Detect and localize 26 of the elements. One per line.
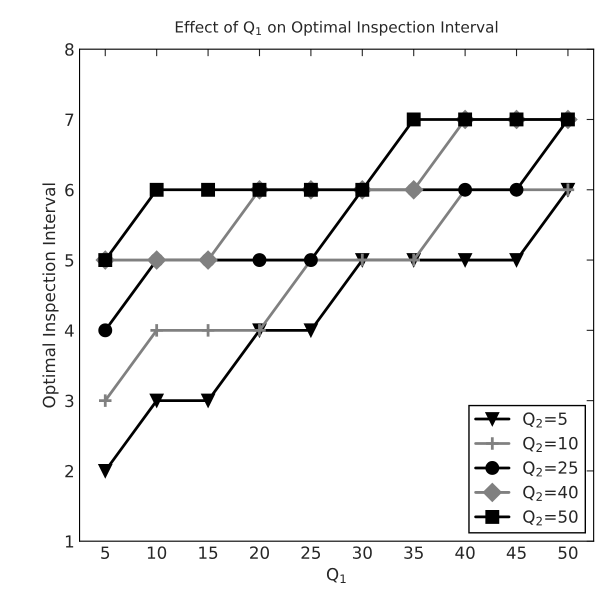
legend-label: Q$_{2}$=10	[523, 436, 578, 452]
x-tick-label: 35	[404, 546, 423, 559]
x-tick-label: 25	[302, 546, 320, 559]
x-tick-label: 45	[506, 546, 526, 559]
legend-label: Q$_{2}$=25	[523, 461, 578, 476]
y-tick-label: 1	[66, 535, 74, 548]
x-tick-label: 10	[148, 546, 166, 559]
x-tick-label: 5	[101, 546, 110, 559]
y-tick-label: 3	[65, 394, 74, 408]
x-tick-label: 15	[199, 546, 218, 559]
legend-label: Q$_{2}$=50	[523, 510, 578, 526]
legend-label: Q$_{2}$=5	[523, 412, 567, 428]
x-tick-label: 40	[455, 546, 475, 559]
chart-title: Effect of Q$_{1}$ on Optimal Inspection Interval	[176, 20, 498, 36]
x-tick-label: 50	[558, 546, 578, 559]
y-tick-label: 4	[64, 324, 74, 337]
y-axis-title: Optimal Inspection Interval	[42, 184, 59, 408]
y-tick-label: 5	[65, 254, 74, 267]
legend-label: Q$_{2}$=40	[523, 486, 578, 501]
y-tick-label: 7	[65, 114, 74, 126]
x-tick-label: 20	[250, 546, 269, 559]
x-axis-title: Q$_{1}$	[326, 568, 346, 584]
y-tick-label: 8	[65, 43, 74, 56]
y-tick-label: 2	[65, 464, 74, 478]
x-tick-label: 30	[352, 546, 372, 559]
y-tick-label: 6	[65, 184, 74, 196]
